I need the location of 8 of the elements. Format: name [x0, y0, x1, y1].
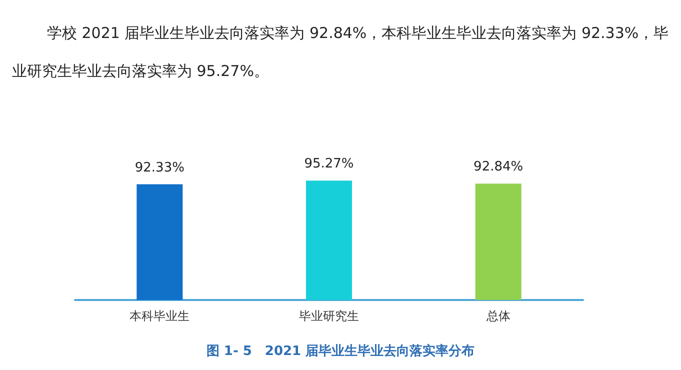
data-label: 95.27% — [304, 156, 354, 172]
x-tick-label: 毕业研究生 — [299, 309, 359, 323]
text: 学校 2021 届毕业生毕业去向落实率为 92.84%，本科毕业生毕业去向落实率为 92.33%，毕业研究生毕业去向落实率为 95.27%。 — [12, 24, 669, 80]
text: 图 1- 5 2021 届毕业生毕业去向落实率分布 — [205, 342, 476, 360]
x-tick-label: 总体 — [485, 309, 510, 323]
data-label: 92.33% — [134, 160, 184, 176]
x-tick-label: 本科毕业生 — [130, 309, 190, 323]
data-label: 92.84% — [474, 160, 524, 175]
